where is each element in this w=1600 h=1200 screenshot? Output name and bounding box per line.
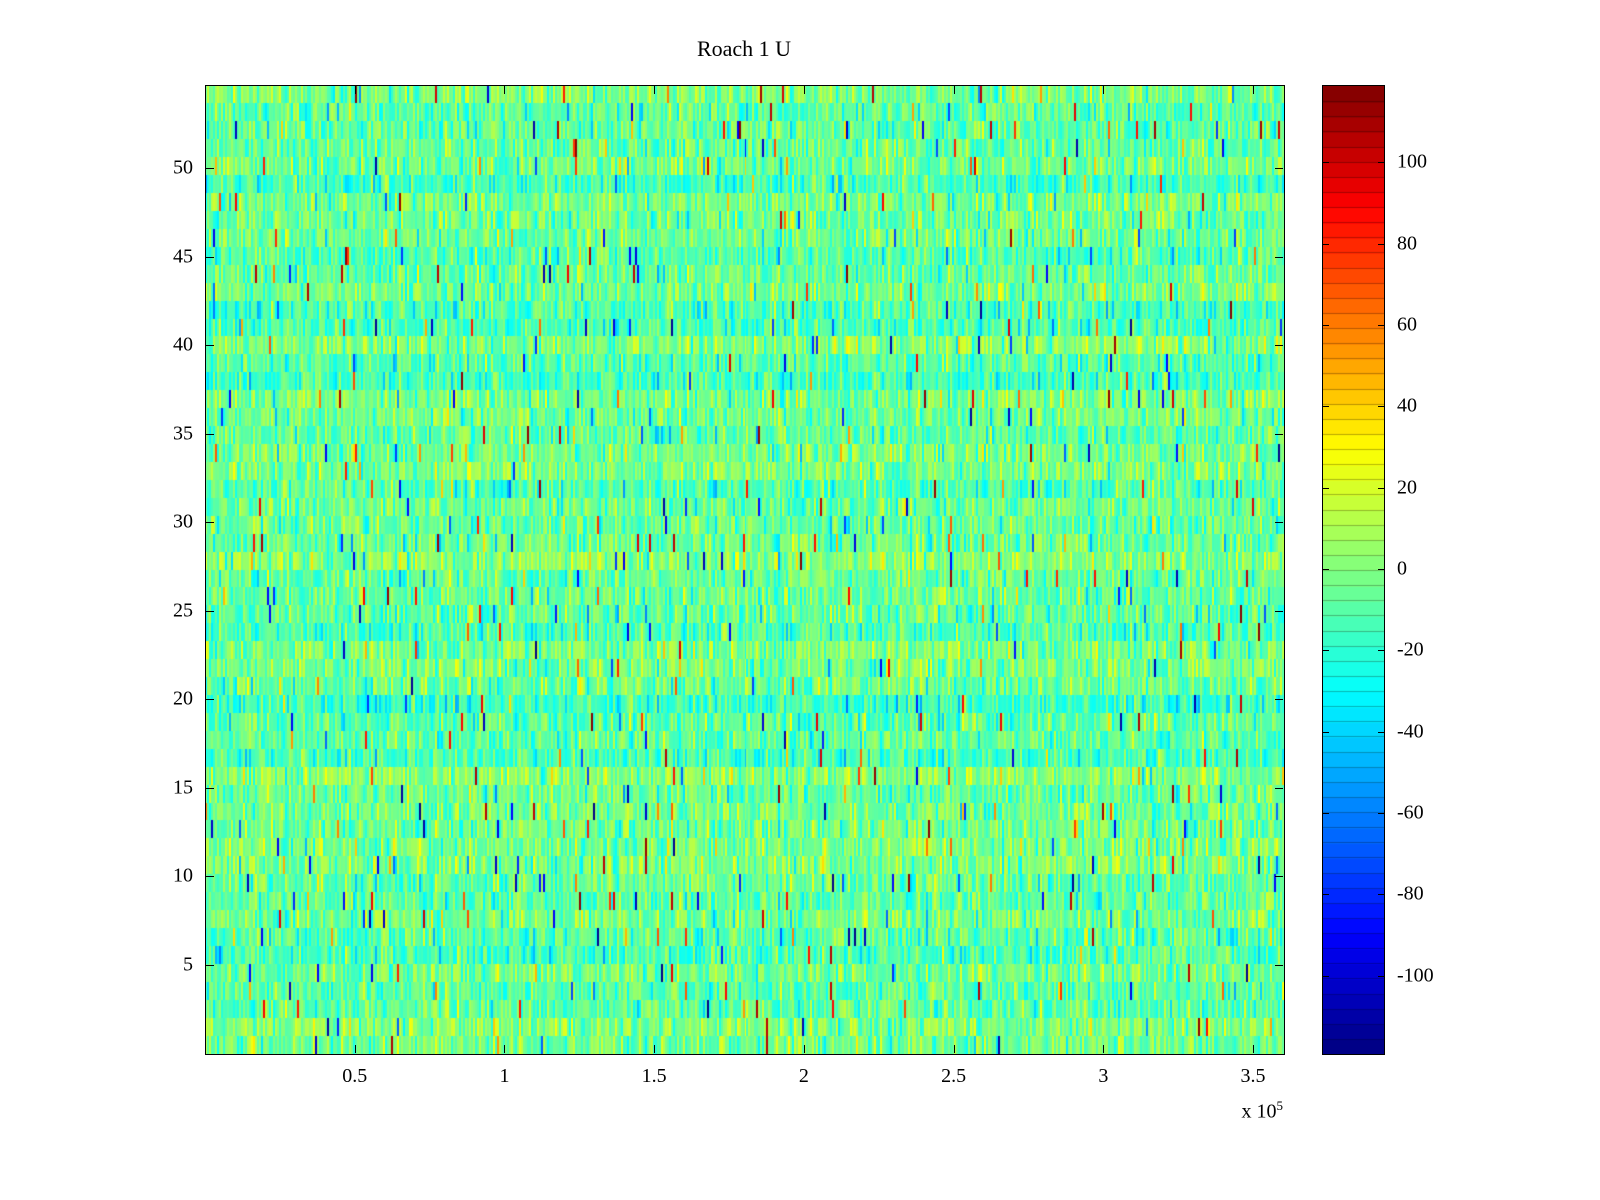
colorbar-tick-mark (1323, 406, 1329, 408)
colorbar-tick-label: 80 (1397, 232, 1417, 255)
colorbar-tick-mark (1323, 650, 1329, 652)
colorbar-tick-mark (1323, 243, 1329, 245)
x-tick-label: 1.5 (641, 1065, 667, 1087)
colorbar-tick-label: 100 (1397, 150, 1427, 173)
colorbar-tick-mark (1323, 813, 1329, 815)
x-tick-mark (504, 1045, 506, 1053)
y-tick-mark-right (1275, 964, 1283, 966)
x-tick-label: 0.5 (342, 1065, 368, 1087)
colorbar-tick-label: -100 (1397, 964, 1434, 987)
x-scale-exponent: 5 (1276, 1098, 1284, 1113)
y-tick-mark (206, 876, 214, 878)
y-tick-label: 25 (173, 599, 193, 622)
x-tick-mark-top (654, 86, 656, 94)
colorbar-tick-mark-right (1378, 975, 1384, 977)
y-tick-mark (206, 433, 214, 435)
x-tick-mark-top (504, 86, 506, 94)
y-tick-mark-right (1275, 876, 1283, 878)
heatmap-canvas (206, 86, 1284, 1054)
colorbar-tick-mark-right (1378, 731, 1384, 733)
colorbar-tick-label: 0 (1397, 557, 1407, 580)
colorbar-tick-mark (1323, 324, 1329, 326)
x-tick-mark (1253, 1045, 1255, 1053)
y-tick-mark-right (1275, 168, 1283, 170)
y-tick-mark (206, 168, 214, 170)
y-tick-mark-right (1275, 522, 1283, 524)
colorbar-tick-mark (1323, 487, 1329, 489)
heatmap-plot (205, 85, 1285, 1055)
y-tick-label: 35 (173, 422, 193, 445)
y-tick-label: 20 (173, 687, 193, 710)
colorbar-tick-mark-right (1378, 813, 1384, 815)
colorbar-tick-label: 40 (1397, 394, 1417, 417)
y-tick-mark (206, 699, 214, 701)
y-tick-label: 10 (173, 864, 193, 887)
colorbar (1322, 85, 1385, 1055)
colorbar-tick-mark (1323, 894, 1329, 896)
colorbar-tick-label: -60 (1397, 801, 1424, 824)
x-tick-label: 2 (798, 1065, 809, 1087)
colorbar-tick-mark-right (1378, 406, 1384, 408)
y-tick-label: 50 (173, 156, 193, 179)
y-tick-label: 30 (173, 510, 193, 533)
x-tick-mark (654, 1045, 656, 1053)
y-tick-mark (206, 522, 214, 524)
y-tick-label: 40 (173, 333, 193, 356)
x-tick-mark-top (803, 86, 805, 94)
x-tick-mark-top (953, 86, 955, 94)
x-tick-mark-top (1103, 86, 1105, 94)
y-tick-label: 5 (183, 953, 193, 976)
colorbar-tick-mark-right (1378, 487, 1384, 489)
colorbar-tick-mark-right (1378, 569, 1384, 570)
colorbar-tick-label: -20 (1397, 638, 1424, 661)
colorbar-tick-mark-right (1378, 162, 1384, 164)
x-tick-label: 3 (1098, 1065, 1109, 1087)
y-tick-label: 15 (173, 776, 193, 799)
y-tick-mark (206, 345, 214, 347)
y-tick-mark-right (1275, 345, 1283, 347)
colorbar-tick-label: -40 (1397, 720, 1424, 743)
x-tick-label: 1 (499, 1065, 510, 1087)
y-tick-mark-right (1275, 699, 1283, 701)
x-axis-scale-label: x 105 (1100, 1098, 1284, 1124)
colorbar-tick-mark (1323, 975, 1329, 977)
x-tick-mark-top (1253, 86, 1255, 94)
y-tick-mark (206, 787, 214, 789)
x-scale-base: x 10 (1241, 1100, 1277, 1123)
colorbar-tick-label: 60 (1397, 313, 1417, 336)
x-tick-label: 3.5 (1240, 1065, 1266, 1087)
x-tick-mark (354, 1045, 356, 1053)
colorbar-tick-mark-right (1378, 894, 1384, 896)
colorbar-tick-mark (1323, 731, 1329, 733)
x-tick-mark (803, 1045, 805, 1053)
colorbar-tick-mark (1323, 162, 1329, 164)
y-tick-mark-right (1275, 433, 1283, 435)
x-tick-label: 2.5 (941, 1065, 967, 1087)
colorbar-tick-label: 20 (1397, 476, 1417, 499)
colorbar-tick-mark (1323, 569, 1329, 570)
colorbar-tick-mark-right (1378, 324, 1384, 326)
y-tick-mark (206, 256, 214, 258)
y-tick-mark (206, 610, 214, 612)
y-tick-mark-right (1275, 610, 1283, 612)
chart-title: Roach 1 U (696, 36, 792, 61)
y-tick-label: 45 (173, 245, 193, 268)
x-tick-mark (953, 1045, 955, 1053)
y-tick-mark-right (1275, 787, 1283, 789)
x-tick-mark (1103, 1045, 1105, 1053)
colorbar-tick-mark-right (1378, 243, 1384, 245)
y-tick-mark-right (1275, 256, 1283, 258)
colorbar-tick-label: -80 (1397, 882, 1424, 905)
colorbar-canvas (1323, 86, 1384, 1054)
x-tick-mark-top (354, 86, 356, 94)
y-tick-mark (206, 964, 214, 966)
colorbar-tick-mark-right (1378, 650, 1384, 652)
